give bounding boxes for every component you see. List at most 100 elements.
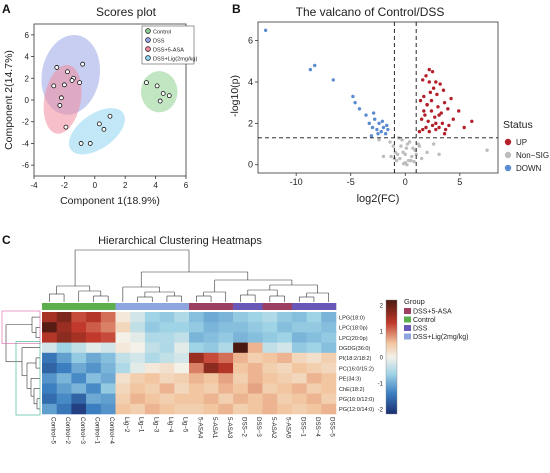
- group-annotation-bar: [42, 303, 337, 310]
- heatmap-cell: [277, 403, 293, 415]
- score-point: [77, 80, 82, 86]
- heatmap-cell: [262, 383, 278, 394]
- group-bar-cell: [321, 303, 337, 310]
- volcano-point: [434, 127, 438, 132]
- heatmap-cell: [56, 312, 72, 323]
- volcano-point: [424, 125, 428, 130]
- volcano-frame: [257, 21, 499, 174]
- volcano-point: [385, 123, 389, 128]
- score-point: [166, 93, 172, 99]
- volcano-point: [418, 98, 423, 103]
- column-label: Control−4: [108, 417, 115, 445]
- volcano-point: [367, 121, 371, 126]
- heatmap-cell: [262, 312, 278, 323]
- volcano-point: [419, 117, 424, 121]
- heatmap-cell: [203, 393, 219, 405]
- heatmap-cell: [71, 383, 87, 394]
- heatmap-cell: [277, 383, 293, 394]
- row-label: PG(12:0/14:0): [339, 407, 374, 413]
- volcano-point: [429, 98, 434, 103]
- heatmap-cell: [262, 363, 278, 374]
- volcano-point: [447, 123, 451, 128]
- heatmap-cell: [115, 312, 131, 323]
- heatmap-cell: [233, 342, 249, 354]
- score-point: [57, 103, 63, 108]
- column-label: Control−5: [49, 417, 56, 445]
- volcano-point: [395, 152, 400, 157]
- volcano-point: [369, 134, 374, 138]
- volcano-point: [422, 94, 426, 99]
- column-dendrogram: [49, 249, 329, 302]
- heatmap-cell: [189, 352, 204, 364]
- heatmap-cell: [233, 332, 249, 343]
- heatmap-cell: [144, 403, 160, 415]
- heatmap-cell: [71, 373, 87, 384]
- group-legend-label: Control: [413, 317, 436, 324]
- heatmap-cell: [306, 332, 322, 343]
- volcano-point: [423, 113, 427, 117]
- volcano-point: [422, 109, 426, 113]
- heatmap-cell: [144, 363, 160, 374]
- volcano-point: [457, 109, 461, 113]
- heatmap-cell: [42, 342, 57, 354]
- group-legend-title: Group: [404, 297, 425, 306]
- column-label: 5-ASA1: [211, 417, 218, 439]
- x-tick-label: 2: [123, 181, 128, 190]
- heatmap-cell: [130, 403, 146, 415]
- heatmap-cell: [321, 383, 337, 394]
- column-label: DSS−5: [329, 417, 336, 437]
- volcano-legend-title: Status: [503, 119, 533, 131]
- heatmap-cell: [262, 342, 278, 354]
- heatmap-cell: [277, 332, 293, 343]
- heatmap-cell: [56, 393, 72, 405]
- volcano-point: [421, 127, 425, 132]
- volcano-point: [441, 88, 446, 92]
- group-bar-cell: [56, 303, 72, 310]
- heatmap-cell: [115, 332, 131, 343]
- heatmap-cell: [189, 332, 204, 343]
- volcano-point: [442, 100, 447, 105]
- volcano-point: [425, 103, 429, 107]
- heatmap-cell: [71, 352, 87, 364]
- heatmap-grid: [42, 312, 337, 415]
- heatmap-cell: [321, 322, 337, 333]
- heatmap-cell: [56, 363, 72, 374]
- heatmap-cell: [189, 383, 204, 394]
- heatmap-cell: [277, 393, 293, 405]
- column-label: DSS−1: [299, 417, 306, 437]
- volcano-point: [391, 144, 395, 148]
- heatmap-cell: [130, 373, 146, 384]
- heatmap-cell: [218, 393, 234, 405]
- row-cluster-highlight: [15, 341, 41, 416]
- legend-marker: [504, 138, 512, 146]
- score-point: [96, 121, 102, 127]
- heatmap-cell: [247, 403, 263, 415]
- row-label: PE(34:3): [339, 377, 361, 383]
- heatmap-cell: [247, 322, 263, 333]
- y-tick-label: -4: [22, 139, 30, 148]
- heatmap-cell: [71, 322, 87, 333]
- heatmap-cell: [100, 383, 116, 394]
- heatmap-cell: [71, 312, 87, 323]
- column-label: Control−2: [64, 417, 71, 445]
- volcano-point: [435, 92, 439, 97]
- heatmap-cell: [291, 403, 307, 415]
- heatmap-cell: [174, 332, 190, 343]
- score-point: [160, 91, 166, 96]
- legend-label: UP: [516, 138, 527, 147]
- heatmap-cell: [233, 383, 249, 394]
- row-label: PC(16:0/15:2): [339, 366, 374, 372]
- heatmap-cell: [189, 373, 204, 384]
- heatmap-cell: [42, 383, 57, 394]
- heatmap-cell: [218, 383, 234, 394]
- heatmap-cell: [159, 373, 175, 384]
- y-tick-label: 6: [25, 31, 30, 40]
- heatmap-cell: [42, 363, 57, 374]
- heatmap-cell: [130, 332, 146, 343]
- volcano-point: [407, 140, 412, 144]
- group-bar-cell: [247, 303, 263, 310]
- heatmap-cell: [86, 322, 102, 333]
- volcano-point: [437, 152, 441, 157]
- heatmap-cell: [247, 342, 263, 354]
